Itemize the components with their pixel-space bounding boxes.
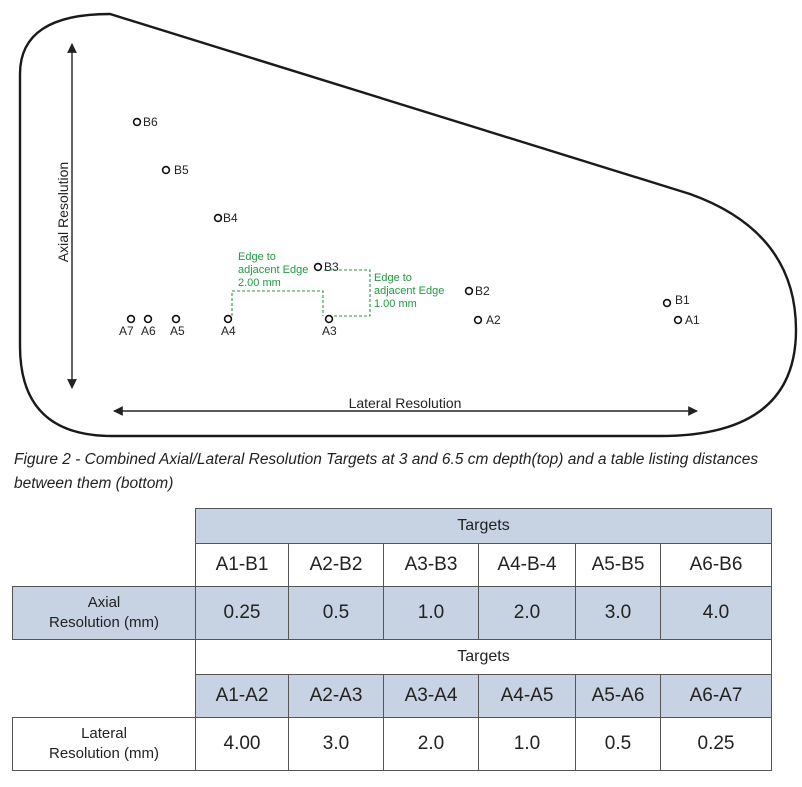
axial-value-cell: 2.0 bbox=[478, 586, 576, 640]
lateral-edge-annotation-2: adjacent Edge bbox=[238, 264, 308, 276]
lateral-targets-header: Targets bbox=[195, 639, 772, 675]
lateral-pair-cell: A1-A2 bbox=[195, 674, 289, 718]
lateral-value-cell: 0.25 bbox=[660, 717, 772, 771]
target-a2-dot bbox=[473, 315, 483, 325]
target-a3-label: A3 bbox=[322, 324, 337, 338]
target-a5-dot bbox=[171, 314, 181, 324]
axial-resolution-label: Axial Resolution bbox=[55, 162, 71, 262]
target-b5-label: B5 bbox=[174, 163, 189, 177]
target-a3-dot bbox=[324, 314, 334, 324]
empty-cell bbox=[13, 509, 196, 544]
target-b6-dot bbox=[132, 117, 142, 127]
target-b1-label: B1 bbox=[675, 293, 690, 307]
lateral-pair-cell: A5-A6 bbox=[575, 674, 661, 718]
axial-pair-cell: A6-B6 bbox=[660, 543, 772, 587]
empty-cell bbox=[13, 544, 196, 587]
lateral-edge-annotation-1: Edge to bbox=[238, 251, 276, 263]
lateral-value-cell: 1.0 bbox=[478, 717, 576, 771]
lateral-row-label-line2: Resolution (mm) bbox=[48, 745, 160, 762]
lateral-edge-bracket bbox=[231, 290, 324, 316]
lateral-pairs-row: A1-A2 A2-A3 A3-A4 A4-A5 A5-A6 A6-A7 bbox=[13, 674, 772, 718]
lateral-pair-cell: A6-A7 bbox=[660, 674, 772, 718]
axial-header-row: Targets bbox=[13, 508, 772, 544]
target-b6-label: B6 bbox=[143, 115, 158, 129]
phantom-diagram: Axial Resolution Lateral Resolution A7 A… bbox=[18, 12, 798, 438]
target-a6-label: A6 bbox=[141, 324, 156, 338]
lateral-value-cell: 4.00 bbox=[195, 717, 289, 771]
target-a6-dot bbox=[143, 314, 153, 324]
axial-edge-annotation-3: 1.00 mm bbox=[374, 298, 417, 310]
axial-edge-annotation-2: adjacent Edge bbox=[374, 285, 444, 297]
lateral-pair-cell: A3-A4 bbox=[383, 674, 479, 718]
axial-pair-cell: A3-B3 bbox=[383, 543, 479, 587]
empty-cell bbox=[13, 640, 196, 675]
axial-edge-annotation-1: Edge to bbox=[374, 272, 412, 284]
target-a2-label: A2 bbox=[486, 313, 501, 327]
axial-pair-cell: A2-B2 bbox=[288, 543, 384, 587]
target-b2-dot bbox=[464, 286, 474, 296]
lateral-row-label-line1: Lateral bbox=[81, 725, 127, 742]
target-a1-dot bbox=[673, 315, 683, 325]
target-b4-label: B4 bbox=[223, 211, 238, 225]
target-a4-label: A4 bbox=[221, 324, 236, 338]
target-b2-label: B2 bbox=[475, 284, 490, 298]
target-b5-dot bbox=[161, 165, 171, 175]
target-b1-dot bbox=[662, 298, 672, 308]
axial-pair-cell: A4-B-4 bbox=[478, 543, 576, 587]
target-a4-dot bbox=[223, 314, 233, 324]
lateral-values-row: Lateral Resolution (mm) 4.00 3.0 2.0 1.0… bbox=[12, 717, 772, 771]
axial-row-label: Axial Resolution (mm) bbox=[12, 586, 196, 640]
target-a1-label: A1 bbox=[685, 313, 700, 327]
target-b4-dot bbox=[213, 213, 223, 223]
lateral-value-cell: 0.5 bbox=[575, 717, 661, 771]
axial-edge-bracket bbox=[324, 269, 371, 317]
lateral-value-cell: 3.0 bbox=[288, 717, 384, 771]
axial-pairs-row: A1-B1 A2-B2 A3-B3 A4-B-4 A5-B5 A6-B6 bbox=[13, 543, 772, 587]
lateral-value-cell: 2.0 bbox=[383, 717, 479, 771]
axial-pair-cell: A5-B5 bbox=[575, 543, 661, 587]
axial-value-cell: 0.25 bbox=[195, 586, 289, 640]
lateral-header-row: Targets bbox=[13, 639, 772, 675]
target-a7-label: A7 bbox=[119, 324, 134, 338]
axial-value-cell: 3.0 bbox=[575, 586, 661, 640]
target-b3-label: B3 bbox=[324, 260, 339, 274]
target-a7-dot bbox=[126, 314, 136, 324]
phantom-outline bbox=[18, 12, 798, 438]
axial-row-label-line1: Axial bbox=[87, 594, 121, 611]
lateral-pair-cell: A4-A5 bbox=[478, 674, 576, 718]
lateral-edge-annotation-3: 2.00 mm bbox=[238, 277, 281, 289]
axial-values-row: Axial Resolution (mm) 0.25 0.5 1.0 2.0 3… bbox=[12, 586, 772, 640]
axial-value-cell: 1.0 bbox=[383, 586, 479, 640]
lateral-resolution-label: Lateral Resolution bbox=[349, 395, 462, 411]
axial-value-cell: 4.0 bbox=[660, 586, 772, 640]
axial-pair-cell: A1-B1 bbox=[195, 543, 289, 587]
lateral-pair-cell: A2-A3 bbox=[288, 674, 384, 718]
resolution-table: Targets A1-B1 A2-B2 A3-B3 A4-B-4 A5-B5 A… bbox=[12, 508, 772, 771]
empty-cell bbox=[13, 675, 196, 718]
axial-targets-header: Targets bbox=[195, 508, 772, 544]
lateral-row-label: Lateral Resolution (mm) bbox=[12, 717, 196, 771]
axial-value-cell: 0.5 bbox=[288, 586, 384, 640]
figure-caption: Figure 2 - Combined Axial/Lateral Resolu… bbox=[14, 451, 759, 492]
target-a5-label: A5 bbox=[170, 324, 185, 338]
axial-row-label-line2: Resolution (mm) bbox=[48, 614, 160, 631]
target-b3-dot bbox=[313, 262, 323, 272]
